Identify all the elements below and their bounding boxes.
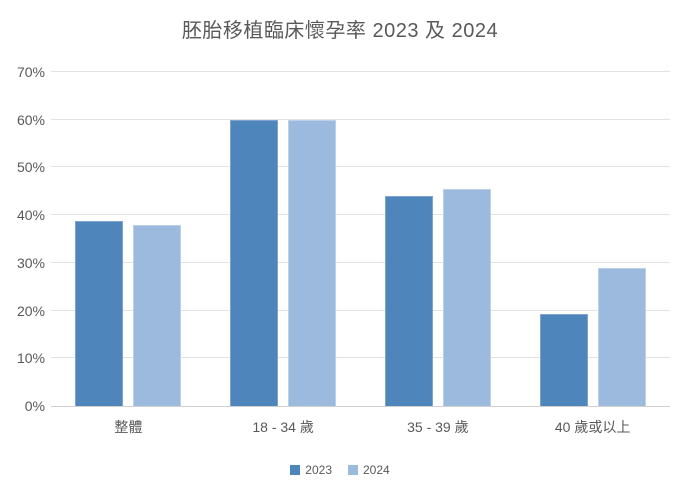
- legend-label: 2023: [305, 463, 332, 477]
- legend-label: 2024: [363, 463, 390, 477]
- chart-title: 胚胎移植臨床懷孕率 2023 及 2024: [181, 20, 499, 42]
- bar-2024-4: [597, 267, 646, 406]
- y-tick-label: 0%: [24, 398, 45, 414]
- bar-group-1: [51, 72, 206, 406]
- bar-group-3: [361, 72, 516, 406]
- y-tick-label: 10%: [16, 350, 45, 367]
- legend-item-2023: 2023: [290, 463, 332, 477]
- y-tick-label: 30%: [16, 254, 45, 271]
- y-tick-label: 70%: [16, 64, 45, 80]
- bar-2024-1: [133, 224, 182, 406]
- x-tick-label: 40 歲或以上: [554, 419, 631, 435]
- bar-2024-3: [442, 189, 491, 406]
- legend-item-2024: 2024: [348, 463, 390, 477]
- y-tick-label: 50%: [16, 159, 45, 176]
- x-axis-line: [51, 406, 670, 407]
- x-tick-label: 35 - 39 歲: [407, 419, 469, 435]
- y-tick-label: 20%: [16, 302, 45, 319]
- y-tick-label: 60%: [16, 111, 45, 128]
- bar-group-4: [515, 72, 670, 406]
- legend-swatch-2024: [348, 465, 358, 475]
- bar-group-2: [206, 72, 361, 406]
- bar-2023-4: [539, 314, 588, 406]
- bar-2023-1: [75, 221, 124, 406]
- x-tick-label: 整體: [114, 419, 143, 435]
- x-tick-label: 18 - 34 歲: [252, 419, 314, 435]
- y-tick-label: 40%: [16, 207, 45, 224]
- legend: 2023 2024: [0, 463, 680, 477]
- plot-area: [51, 71, 670, 407]
- bar-2023-3: [384, 196, 433, 406]
- legend-swatch-2023: [290, 465, 301, 475]
- bar-2023-2: [230, 119, 279, 406]
- bar-2024-2: [288, 119, 337, 406]
